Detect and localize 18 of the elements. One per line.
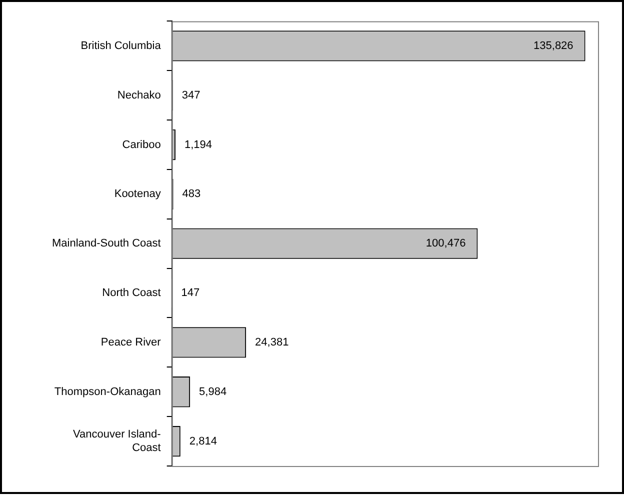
y-tick-label: North Coast: [102, 287, 161, 300]
data-label: 347: [182, 89, 200, 102]
data-label: 2,814: [189, 435, 217, 448]
data-label: 1,194: [184, 138, 212, 151]
data-label: 5,984: [199, 386, 227, 398]
y-tick-label: Mainland-South Coast: [52, 238, 161, 250]
data-label: 483: [182, 188, 201, 200]
y-tick-label: Thompson-Okanagan: [54, 386, 161, 398]
y-tick-label: Nechako: [117, 89, 161, 102]
data-label: 24,381: [255, 336, 289, 348]
y-tick-label: Cariboo: [122, 138, 161, 151]
data-label: 135,826: [534, 40, 574, 52]
y-tick-label: Peace River: [100, 336, 162, 348]
data-label: 147: [181, 287, 200, 300]
y-tick-label: Vancouver Island-Coast: [72, 428, 162, 454]
data-label: 100,476: [426, 238, 466, 250]
y-tick-label: British Columbia: [80, 40, 162, 52]
y-tick-label: Kootenay: [114, 188, 162, 200]
